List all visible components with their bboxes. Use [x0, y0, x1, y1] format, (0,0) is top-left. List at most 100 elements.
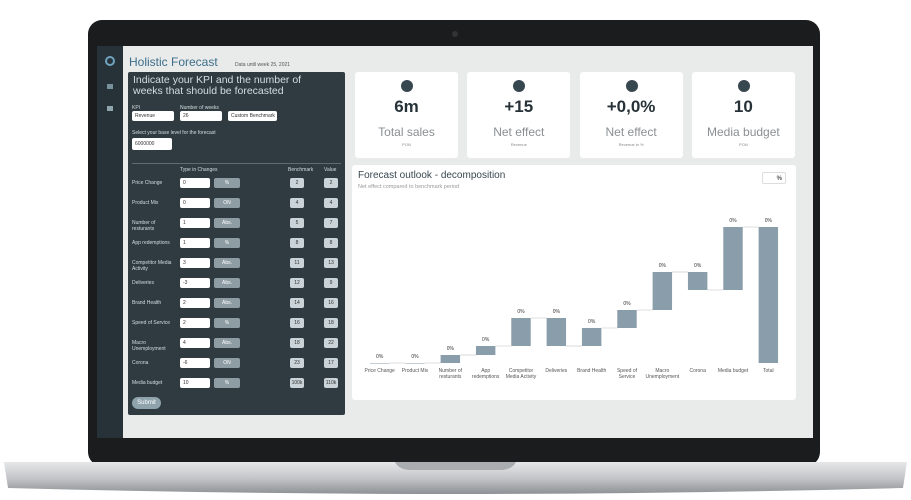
row-value: 9 — [324, 278, 338, 288]
x-tick-label: Deliveries — [545, 368, 568, 374]
change-input[interactable]: -6 — [180, 358, 210, 368]
submit-button[interactable]: Submit — [132, 397, 161, 409]
row-label: Macro Unemployment — [132, 340, 166, 352]
change-input[interactable]: 0 — [180, 198, 210, 208]
value-label: 0% — [517, 309, 525, 315]
bar — [405, 363, 425, 364]
logo — [105, 56, 115, 66]
app-title: Holistic Forecast — [129, 55, 218, 69]
benchmark-button[interactable]: Custom Benchmark — [228, 111, 277, 121]
row-label: Speed of Service — [132, 320, 171, 326]
kpi-label: Net effect — [605, 125, 657, 139]
row-label: Competitor Media Activity — [132, 260, 172, 272]
row-label: Media budget — [132, 380, 163, 386]
benchmark-value: 14 — [290, 298, 304, 308]
form-heading: Indicate your KPI and the number of week… — [133, 74, 302, 97]
unit-toggle[interactable]: Abs. — [214, 258, 240, 268]
row-value: 7 — [324, 218, 338, 228]
x-tick-label: Total — [763, 368, 774, 374]
row-value: 17 — [324, 358, 338, 368]
column-header: Benchmark — [288, 167, 314, 173]
row-value: 18 — [324, 318, 338, 328]
row-label: Deliveries — [132, 280, 154, 286]
unit-toggle[interactable]: Abs. — [214, 218, 240, 228]
kpi-value: 6m — [394, 97, 419, 116]
unit-toggle[interactable]: % — [214, 378, 240, 388]
kpi-sub: PON — [739, 142, 748, 147]
unit-toggle[interactable]: Abs. — [214, 278, 240, 288]
kpi-label: Total sales — [378, 125, 435, 139]
nav-icon[interactable] — [107, 106, 113, 111]
bar — [511, 318, 531, 346]
benchmark-value: 4 — [290, 198, 304, 208]
change-input[interactable]: -3 — [180, 278, 210, 288]
benchmark-value: 11 — [290, 258, 304, 268]
row-value: 22 — [324, 338, 338, 348]
base-input[interactable]: 6000000 — [132, 138, 172, 150]
x-tick-label: Price Change — [364, 368, 395, 374]
benchmark-value: 23 — [290, 358, 304, 368]
x-tick-label: Number of resturants — [438, 368, 462, 380]
benchmark-value: 12 — [290, 278, 304, 288]
change-input[interactable]: 2 — [180, 298, 210, 308]
row-label: Number of resturants — [132, 220, 156, 232]
unit-toggle[interactable]: % — [762, 172, 786, 184]
unit-toggle[interactable]: Abs. — [214, 298, 240, 308]
x-tick-label: Product Mix — [401, 368, 429, 374]
value-label: 0% — [765, 218, 773, 224]
unit-toggle[interactable]: ON — [214, 198, 240, 208]
benchmark-value: 8 — [290, 238, 304, 248]
row-label: Corona — [132, 360, 149, 366]
unit-toggle[interactable]: % — [214, 318, 240, 328]
separator — [132, 163, 341, 164]
kpi-value: +0,0% — [606, 97, 656, 116]
bar — [617, 310, 637, 328]
change-input[interactable]: 3 — [180, 258, 210, 268]
sidebar — [97, 46, 123, 438]
row-value: 2 — [324, 178, 338, 188]
benchmark-value: 5 — [290, 218, 304, 228]
value-label: 0% — [447, 346, 455, 352]
unit-toggle[interactable]: Abs. — [214, 338, 240, 348]
change-input[interactable]: 1 — [180, 238, 210, 248]
unit-toggle[interactable]: % — [214, 178, 240, 188]
nav-icon[interactable] — [107, 84, 113, 89]
bar — [723, 227, 743, 290]
column-header: Value — [324, 167, 337, 173]
kpi-select[interactable]: Revenue — [132, 111, 174, 121]
kpi-card: 10 Media budget PON — [691, 72, 795, 158]
value-label: 0% — [376, 354, 384, 360]
change-input[interactable]: 1 — [180, 218, 210, 228]
x-tick-label: Brand Health — [577, 368, 607, 374]
app-subtitle: Data until week 25, 2021 — [235, 62, 291, 68]
change-input[interactable]: 2 — [180, 318, 210, 328]
row-value: 4 — [324, 198, 338, 208]
weeks-select[interactable]: 26 — [180, 111, 222, 121]
bar — [546, 318, 567, 346]
bar — [687, 272, 708, 290]
benchmark-value: 18 — [290, 338, 304, 348]
value-label: 0% — [694, 263, 702, 269]
change-input[interactable]: 0 — [180, 178, 210, 188]
value-label: 0% — [411, 354, 419, 360]
row-label: App redemptions — [132, 240, 170, 246]
kpi-sub: Revenue in % — [618, 142, 644, 147]
unit-toggle[interactable]: ON — [214, 358, 240, 368]
field-label: Select your base level for the forecast — [132, 130, 216, 136]
x-tick-label: Corona — [689, 368, 706, 374]
bar — [581, 328, 602, 346]
value-label: 0% — [623, 301, 631, 307]
row-label: Brand Health — [132, 300, 162, 306]
value-label: 0% — [553, 309, 561, 315]
unit-toggle[interactable]: % — [214, 238, 240, 248]
change-input[interactable]: 10 — [180, 378, 210, 388]
change-input[interactable]: 4 — [180, 338, 210, 348]
x-tick-label: Macro Unemployment — [645, 368, 680, 380]
field-label: KPI — [132, 105, 141, 111]
field-label: Number of weeks — [180, 105, 219, 111]
benchmark-value: 16 — [290, 318, 304, 328]
row-value: 13 — [324, 258, 338, 268]
chart-card: 0% 0% 0% 0% 0% 0% 0% 0% 0% 0% 0% 0% Forecast outloo… — [352, 165, 796, 400]
benchmark-value: 100k — [290, 378, 304, 388]
row-value: 8 — [324, 238, 338, 248]
